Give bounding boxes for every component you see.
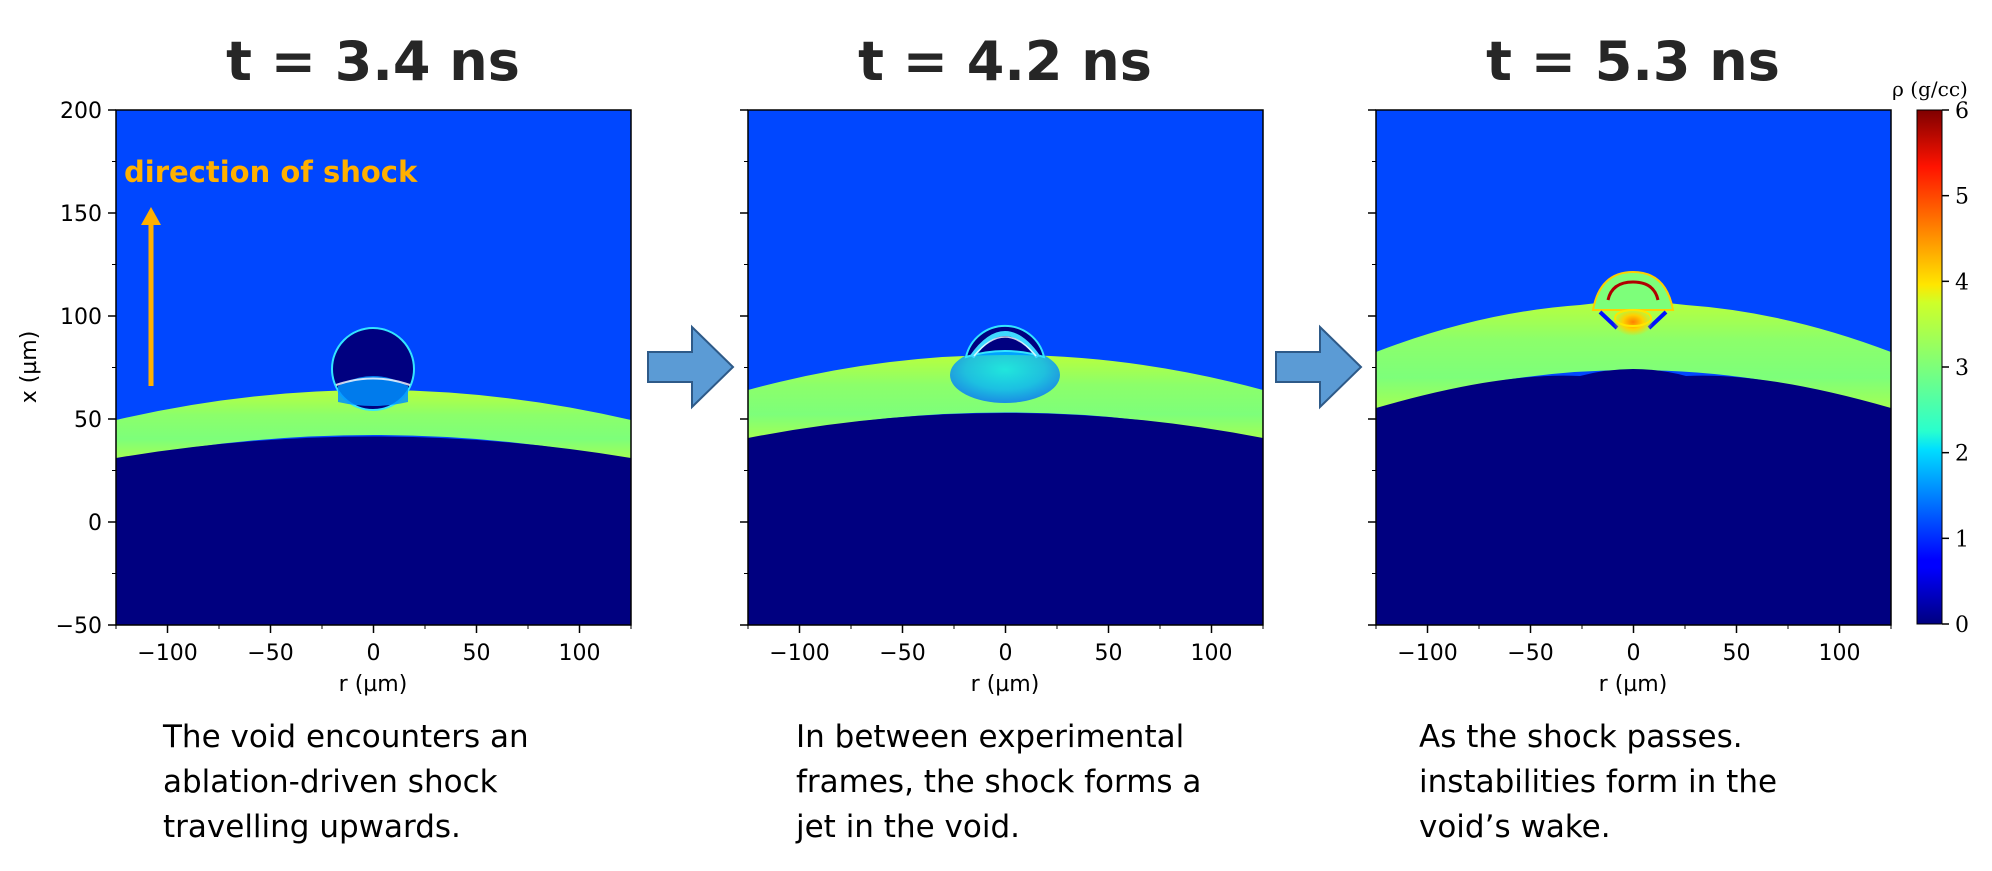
x-tick-label: −100 <box>1397 641 1457 666</box>
panel-3-instability-bubble <box>1591 270 1675 311</box>
panel-1-title: t = 3.4 ns <box>226 30 520 93</box>
panel-2-caption-line: frames, the shock forms a <box>796 764 1201 800</box>
colorbar-tick-label: 5 <box>1955 185 1969 210</box>
panel-2-jet-glow <box>950 347 1060 403</box>
panel-3-axes: −100 −50 0 50 100 <box>1368 109 1892 666</box>
x-tick-label: 0 <box>999 641 1013 666</box>
panel-3-dense-region <box>1376 369 1891 625</box>
panel-2-caption: In between experimental frames, the shoc… <box>795 719 1201 845</box>
colorbar-ticks: 0 1 2 3 4 5 6 <box>1942 99 1969 638</box>
colorbar-tick-label: 4 <box>1955 270 1969 295</box>
colorbar-tick-label: 0 <box>1955 613 1969 638</box>
panel-2-caption-line: In between experimental <box>796 719 1184 755</box>
x-tick-label: 100 <box>1191 641 1233 666</box>
arrow-2-to-3 <box>1275 324 1363 410</box>
panel-1-shock-layer <box>116 390 631 460</box>
panel-2-title: t = 4.2 ns <box>858 30 1152 93</box>
x-tick-label: 50 <box>1723 641 1751 666</box>
panel-1-caption-line: The void encounters an <box>162 719 529 755</box>
panel-2-caption-line: jet in the void. <box>795 809 1020 845</box>
panel-1-xlabel: r (µm) <box>339 672 408 697</box>
panel-1-caption-line: ablation-driven shock <box>163 764 498 800</box>
panel-1-plot <box>116 110 631 625</box>
colorbar-tick-label: 2 <box>1955 442 1969 467</box>
panel-3-caption-line: instabilities form in the <box>1419 764 1777 800</box>
panel-2-axes: −100 −50 0 50 100 <box>740 109 1264 666</box>
x-tick-label: 50 <box>1095 641 1123 666</box>
arrow-1-to-2 <box>647 324 735 410</box>
colorbar-tick-label: 1 <box>1955 527 1969 552</box>
colorbar-tick-label: 6 <box>1955 99 1969 124</box>
panel-3-caption-line: void’s wake. <box>1419 809 1611 845</box>
colorbar-label: ρ (g/cc) <box>1892 77 1968 101</box>
panel-1-dense-region <box>116 436 631 625</box>
panel-1-ylabel: x (µm) <box>17 331 42 404</box>
y-tick-label: −50 <box>56 614 102 639</box>
panel-3-plot <box>1376 110 1891 625</box>
panel-3-caption-line: As the shock passes. <box>1419 719 1743 755</box>
x-tick-label: −50 <box>879 641 925 666</box>
panel-3-title: t = 5.3 ns <box>1486 30 1780 93</box>
panel-2-dense-region <box>748 413 1263 625</box>
x-tick-label: −50 <box>1507 641 1553 666</box>
panel-2-plot <box>748 110 1263 625</box>
y-tick-label: 200 <box>60 99 102 124</box>
shock-direction-arrowhead <box>141 207 161 225</box>
x-tick-label: −100 <box>137 641 197 666</box>
panel-1-axes: −100 −50 0 50 100 −50 0 50 100 150 200 <box>56 99 632 666</box>
y-tick-label: 150 <box>60 202 102 227</box>
panel-3-caption: As the shock passes. instabilities form … <box>1419 719 1777 845</box>
x-tick-label: 50 <box>463 641 491 666</box>
x-tick-label: 100 <box>559 641 601 666</box>
x-tick-label: 0 <box>1627 641 1641 666</box>
x-tick-label: 100 <box>1819 641 1861 666</box>
y-tick-label: 0 <box>88 511 102 536</box>
panel-1-caption-line: travelling upwards. <box>163 809 461 845</box>
panel-1-void-shock <box>338 376 408 406</box>
panel-3-shock-layer <box>1376 301 1891 410</box>
colorbar-tick-label: 3 <box>1955 356 1969 381</box>
y-tick-label: 50 <box>74 408 102 433</box>
panel-2-jet <box>969 331 1041 359</box>
panel-3-hot-spot <box>1613 308 1653 336</box>
y-tick-label: 100 <box>60 305 102 330</box>
x-tick-label: 0 <box>367 641 381 666</box>
x-tick-label: −50 <box>247 641 293 666</box>
panel-2-void <box>964 324 1046 359</box>
panel-1-caption: The void encounters an ablation-driven s… <box>162 719 529 845</box>
x-tick-label: −100 <box>769 641 829 666</box>
colorbar <box>1916 109 1943 625</box>
shock-direction-label: direction of shock <box>124 155 418 189</box>
panel-3-xlabel: r (µm) <box>1599 672 1668 697</box>
panel-2-xlabel: r (µm) <box>971 672 1040 697</box>
